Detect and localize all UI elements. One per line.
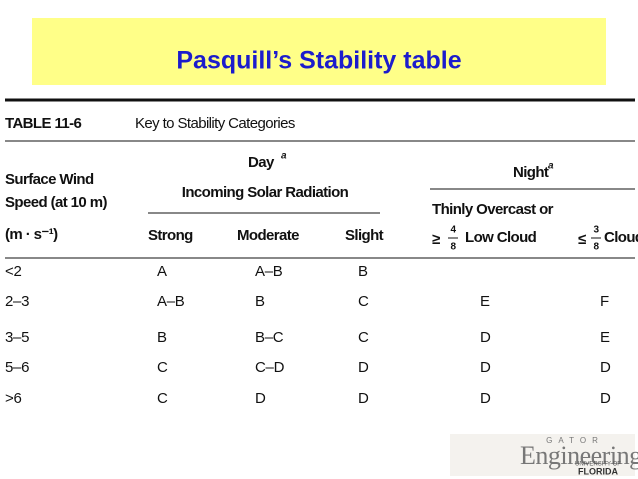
slide-title: Pasquill’s Stability table (176, 47, 461, 75)
table-cell: C–D (255, 359, 285, 376)
table-cell: D (600, 390, 611, 407)
header: ≥ (432, 231, 440, 248)
logo-text: UNIVERSITY OF (575, 462, 621, 468)
header: Speed (at 10 m) (5, 194, 107, 211)
table-cell: 3–5 (5, 329, 29, 346)
table-cell: B (255, 293, 265, 310)
header: Moderate (237, 227, 299, 244)
table-cell: D (358, 390, 369, 407)
table-cell: E (600, 329, 610, 346)
table-cell: A (157, 263, 167, 280)
header: Thinly Overcast or (432, 201, 554, 218)
header: Incoming Solar Radiation (182, 184, 349, 201)
header: Night (513, 164, 549, 181)
table-body: <2 A A–B B2–3 A–B B C E F3–5 B B–C C D E5–6 C C–D D D D>6 C… (5, 263, 611, 407)
footnote-mark: a (281, 151, 287, 162)
table-cell: C (157, 359, 168, 376)
logo-text: FLORIDA (578, 466, 618, 476)
table-cell: E (480, 293, 490, 310)
table-cell: B–C (255, 329, 284, 346)
table-cell: A–B (157, 293, 185, 310)
header: Day (248, 154, 275, 171)
table-cell: 2–3 (5, 293, 29, 310)
table-cell: D (600, 359, 611, 376)
fraction: 8 (594, 242, 600, 253)
table-cell: C (358, 293, 369, 310)
fraction: 8 (451, 242, 457, 253)
table-cell: B (358, 263, 368, 280)
fraction: 3 (594, 225, 600, 236)
header: ≤ (578, 231, 586, 248)
table-cell: D (358, 359, 369, 376)
table-label: TABLE 11-6 (5, 115, 82, 132)
table-caption: Key to Stability Categories (135, 115, 295, 132)
table-cell: B (157, 329, 167, 346)
header: (m · s⁻¹) (5, 226, 58, 243)
footnote-mark: a (548, 161, 554, 172)
table-cell: D (480, 329, 491, 346)
table-cell: D (480, 390, 491, 407)
table-cell: C (358, 329, 369, 346)
table-cell: A–B (255, 263, 283, 280)
header: Strong (148, 227, 193, 244)
header: Slight (345, 227, 384, 244)
header: Cloud (604, 229, 638, 246)
title-box (32, 18, 606, 85)
header: Low Cloud (465, 229, 537, 246)
logo: GATOR Engineering UNIVERSITY OF FLORIDA (450, 434, 638, 476)
table-cell: C (157, 390, 168, 407)
logo-text: GATOR (546, 436, 604, 445)
logo-bg (450, 434, 635, 476)
table-cell: D (480, 359, 491, 376)
table-cell: F (600, 293, 609, 310)
fraction: 4 (451, 225, 457, 236)
table-cell: 5–6 (5, 359, 29, 376)
table-cell: >6 (5, 390, 22, 407)
logo-text: Engineering (520, 441, 638, 470)
table-cell: <2 (5, 263, 22, 280)
table-cell: D (255, 390, 266, 407)
header: Surface Wind (5, 171, 94, 188)
